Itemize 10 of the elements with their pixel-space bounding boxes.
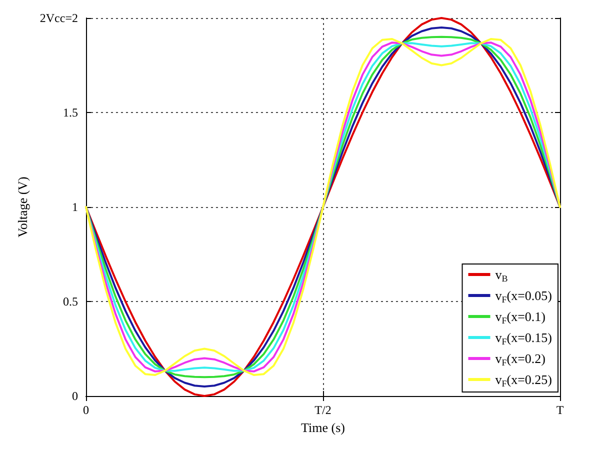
y-tick-label: 2Vcc=2	[40, 11, 78, 25]
y-tick-label: 0.5	[62, 294, 78, 308]
x-tick-label: T/2	[314, 403, 332, 417]
y-tick-label: 0	[72, 389, 78, 403]
x-axis-title: Time (s)	[301, 420, 345, 435]
y-tick-label: 1.5	[62, 106, 78, 120]
y-tick-label: 1	[72, 200, 78, 214]
y-axis-title: Voltage (V)	[15, 176, 30, 238]
x-tick-label: T	[556, 403, 564, 417]
x-tick-label: 0	[82, 403, 89, 417]
